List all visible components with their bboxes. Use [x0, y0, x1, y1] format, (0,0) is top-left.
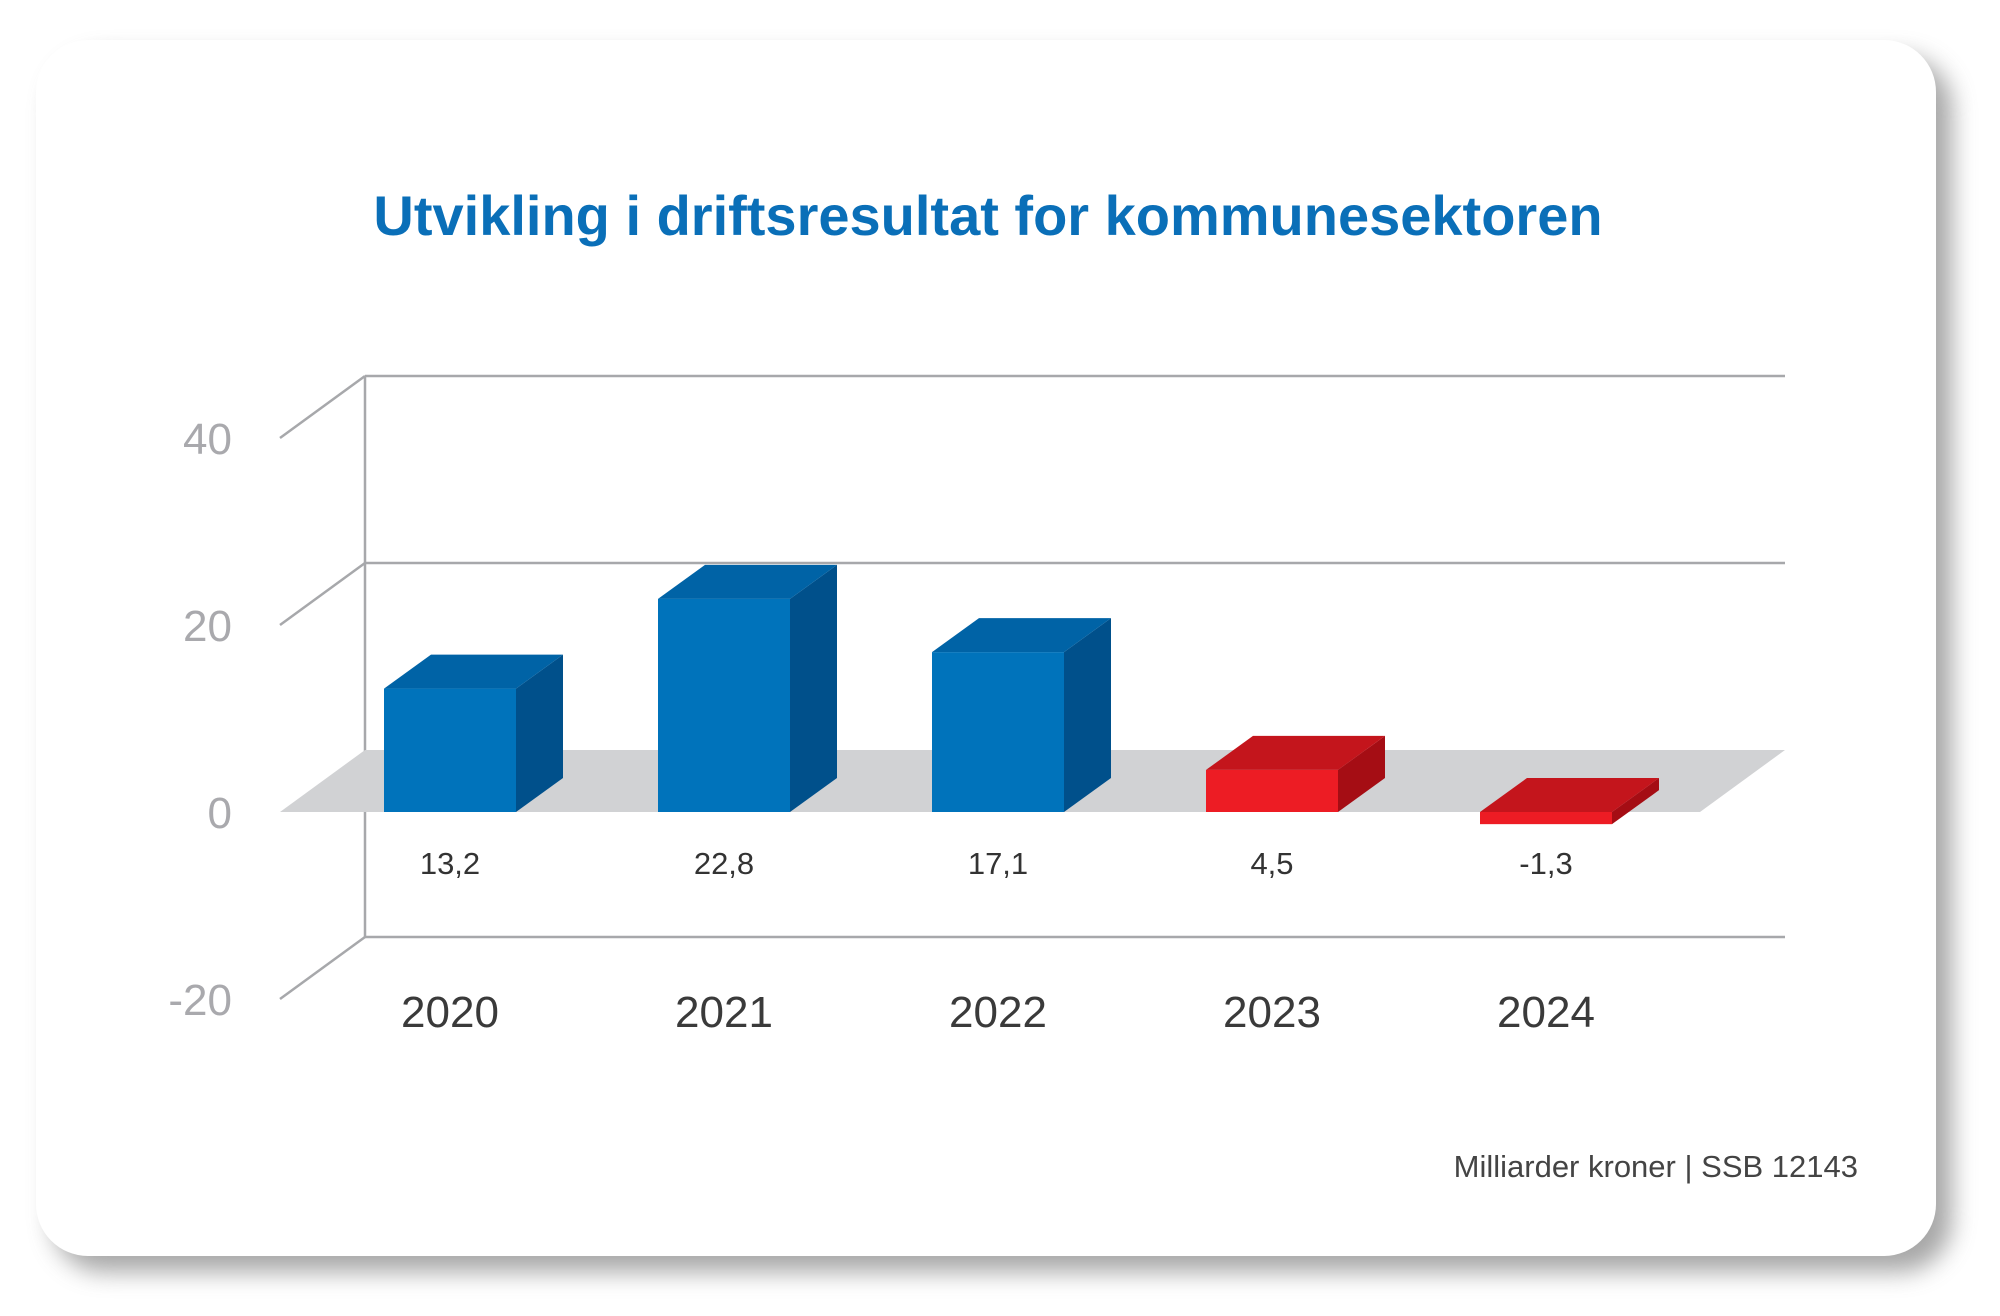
bar-side-2020 [516, 654, 563, 812]
bar-front-2021 [658, 598, 790, 812]
bar-side-2022 [1064, 618, 1111, 812]
x-tick-label-2021: 2021 [675, 988, 773, 1037]
data-label-2023: 4,5 [1250, 846, 1293, 881]
gridline-diagonal-20 [279, 561, 366, 627]
bar-top-2021 [658, 564, 837, 599]
bar-2020 [384, 654, 563, 812]
source-note: Milliarder kroner | SSB 12143 [1454, 1149, 1858, 1184]
bar-top-2024 [1480, 778, 1659, 812]
bar-2022 [932, 618, 1111, 812]
y-tick-label: 40 [183, 415, 232, 464]
bar-2024 [1480, 778, 1659, 825]
bar-front-2020 [384, 688, 516, 812]
data-label-2024: -1,3 [1519, 846, 1572, 881]
x-tick-label-2023: 2023 [1223, 988, 1321, 1037]
gridline-diagonal-40 [279, 374, 366, 440]
gridline-diagonal--20 [279, 935, 366, 1001]
bar-2023 [1206, 735, 1385, 812]
bar-front-2022 [932, 652, 1064, 812]
bar-top-2020 [384, 654, 563, 689]
grid-layer [279, 374, 1785, 1001]
bar-top-2023 [1206, 735, 1385, 770]
bar-top-2022 [932, 618, 1111, 653]
bar-side-2023 [1338, 735, 1385, 812]
bar-side-2024 [1612, 778, 1659, 825]
y-tick-label: 0 [208, 789, 232, 838]
data-label-2022: 17,1 [968, 846, 1028, 881]
data-label-2021: 22,8 [694, 846, 754, 881]
y-tick-label: 20 [183, 602, 232, 651]
y-tick-label: -20 [168, 976, 232, 1025]
labels-layer: 40 20 0 -20 13,2 2020 22,8 2021 17,1 2022 4,5 2023 -… [168, 415, 1595, 1037]
chart-title: Utvikling i driftsresultat for kommunese… [373, 184, 1602, 247]
bar-side-2021 [790, 564, 837, 812]
data-label-2020: 13,2 [420, 846, 480, 881]
bar-2021 [658, 564, 837, 812]
bar-front-2024 [1480, 812, 1612, 825]
x-tick-label-2020: 2020 [401, 988, 499, 1037]
bars-layer [384, 564, 1659, 825]
bar-front-2023 [1206, 769, 1338, 812]
x-tick-label-2022: 2022 [949, 988, 1047, 1037]
x-tick-label-2024: 2024 [1497, 988, 1595, 1037]
